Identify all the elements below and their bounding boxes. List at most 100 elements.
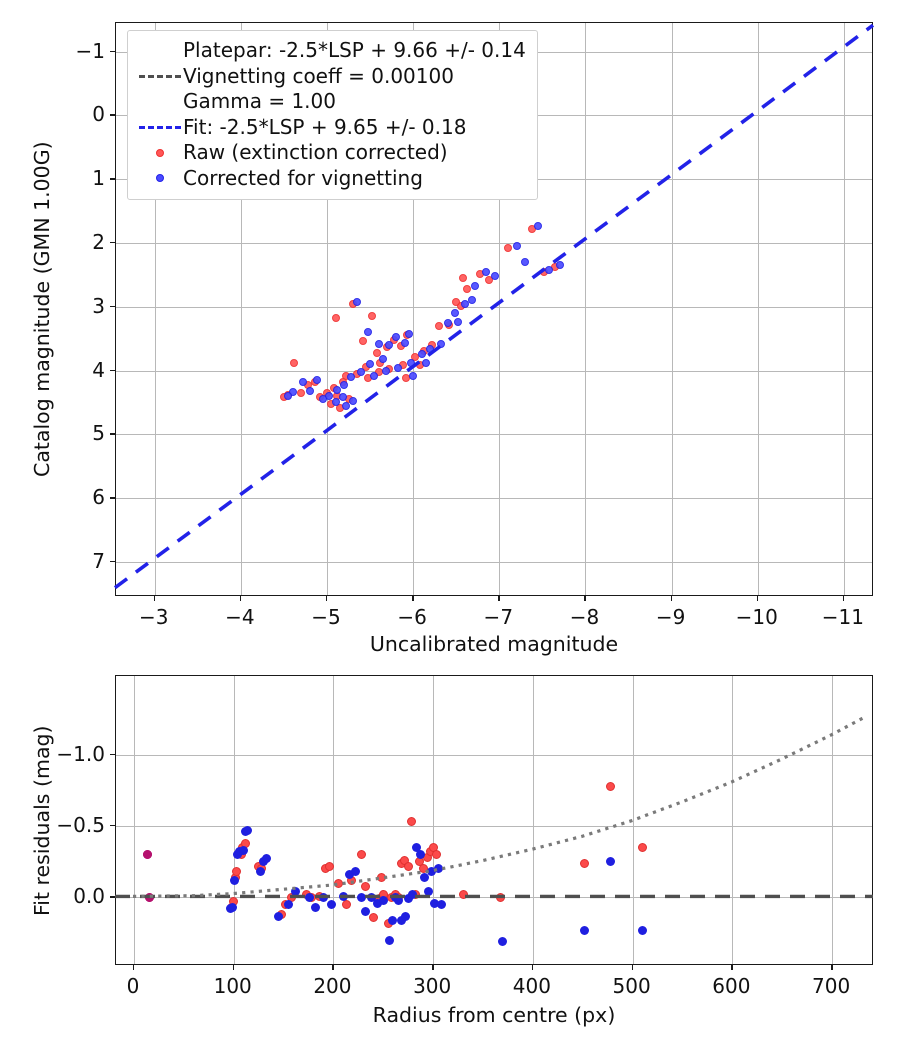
x-tick — [498, 596, 500, 601]
data-point-corrected — [387, 915, 397, 925]
data-point-corrected — [385, 341, 394, 350]
y-tick-label: 1 — [92, 166, 105, 191]
x-tick — [332, 965, 334, 970]
data-point-corrected — [378, 895, 388, 905]
legend-key-vignetting — [137, 74, 183, 78]
data-point-corrected — [400, 338, 409, 347]
gridline-vertical — [757, 23, 759, 595]
y-tick-label: −1 — [75, 38, 105, 63]
legend-entry-label: Fit: -2.5*LSP + 9.65 +/- 0.18 — [183, 114, 467, 139]
data-point-corrected — [348, 397, 357, 406]
data-point-corrected — [310, 902, 320, 912]
data-point-corrected — [403, 894, 413, 904]
x-tick-label: 700 — [812, 974, 851, 998]
data-point-corrected — [436, 339, 445, 348]
legend-dashed-blue-icon — [139, 125, 181, 129]
x-tick-label: −10 — [735, 605, 778, 629]
legend-entry: Corrected for vignetting — [137, 166, 526, 192]
y-tick-label: 7 — [92, 548, 105, 573]
data-point-corrected — [423, 887, 433, 897]
data-point-corrected — [512, 241, 521, 250]
x-tick — [531, 965, 534, 970]
x-tick-label: 500 — [612, 974, 651, 998]
data-point-corrected — [364, 328, 373, 337]
legend-dashed-gray-icon — [139, 74, 181, 78]
y-tick — [110, 50, 115, 53]
x-tick — [831, 965, 833, 970]
data-point-raw — [496, 892, 506, 902]
data-point-corrected — [304, 892, 314, 902]
legend: Platepar: -2.5*LSP + 9.66 +/- 0.14 Vignet… — [127, 30, 538, 200]
gridline-vertical — [133, 676, 135, 964]
legend-entry: Platepar: -2.5*LSP + 9.66 +/- 0.14 — [137, 38, 526, 64]
data-point-overlap — [145, 892, 155, 902]
y-tick-label: 5 — [92, 421, 105, 446]
x-tick — [232, 965, 235, 970]
data-point-corrected — [426, 344, 435, 353]
x-tick — [731, 965, 733, 970]
x-tick — [326, 596, 328, 601]
x-tick-label: 600 — [712, 974, 751, 998]
gridline-vertical — [632, 676, 634, 964]
gridline-vertical — [832, 676, 834, 964]
data-point-corrected — [415, 850, 425, 860]
gridline-vertical — [532, 676, 534, 964]
data-point-corrected — [338, 891, 348, 901]
data-point-corrected — [471, 282, 480, 291]
data-point-corrected — [353, 297, 362, 306]
data-point-raw — [290, 358, 299, 367]
data-point-raw — [333, 878, 343, 888]
data-point-corrected — [298, 378, 307, 387]
data-point-corrected — [243, 825, 253, 835]
data-point-corrected — [391, 333, 400, 342]
x-tick — [756, 596, 759, 601]
legend-entry: Raw (extinction corrected) — [137, 140, 526, 166]
data-point-corrected — [521, 258, 530, 267]
data-point-raw — [356, 850, 366, 860]
data-point-raw — [459, 274, 468, 283]
data-point-corrected — [379, 355, 388, 364]
x-tick-label: 300 — [413, 974, 452, 998]
data-point-corrected — [370, 371, 379, 380]
data-point-raw — [232, 867, 242, 877]
data-point-corrected — [638, 925, 648, 935]
y-tick-label: −1.0 — [56, 741, 105, 766]
data-point-raw — [462, 284, 471, 293]
x-tick — [631, 965, 634, 970]
data-point-corrected — [393, 364, 402, 373]
legend-entry: Gamma = 1.00 — [137, 89, 526, 115]
x-tick-label: −4 — [225, 605, 255, 629]
x-tick — [842, 596, 845, 601]
data-point-raw — [360, 881, 370, 891]
y-tick-label: 6 — [92, 485, 105, 510]
x-tick — [670, 596, 672, 601]
x-tick-label: −11 — [821, 605, 864, 629]
data-point-corrected — [284, 900, 294, 910]
data-point-corrected — [274, 911, 284, 921]
data-point-corrected — [393, 895, 403, 905]
data-point-corrected — [450, 309, 459, 318]
data-point-raw — [606, 781, 616, 791]
data-point-corrected — [291, 887, 301, 897]
y-tick — [110, 433, 115, 435]
data-point-corrected — [347, 372, 356, 381]
top-panel-xlabel: Uncalibrated magnitude — [369, 632, 619, 656]
data-point-corrected — [318, 395, 327, 404]
x-tick-label: −6 — [397, 605, 427, 629]
y-tick — [110, 753, 115, 755]
data-point-raw — [324, 861, 334, 871]
data-point-corrected — [318, 892, 328, 902]
data-point-corrected — [256, 867, 266, 877]
y-tick-label: 3 — [92, 293, 105, 318]
gridline-horizontal — [116, 561, 872, 563]
data-point-corrected — [498, 937, 508, 947]
legend-entry-label: Raw (extinction corrected) — [183, 140, 448, 165]
data-point-corrected — [467, 296, 476, 305]
data-point-corrected — [374, 339, 383, 348]
data-point-raw — [431, 850, 441, 860]
x-tick — [432, 965, 434, 970]
legend-key-corrected — [137, 174, 183, 183]
data-point-corrected — [407, 358, 416, 367]
gridline-vertical — [233, 676, 235, 964]
data-point-corrected — [436, 900, 446, 910]
